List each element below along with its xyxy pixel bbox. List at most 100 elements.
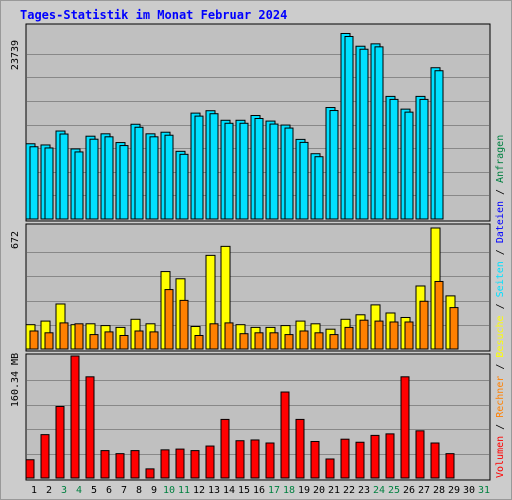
bar-volume: [190, 450, 200, 479]
bar-volume: [265, 442, 275, 479]
day-label: 29: [448, 485, 460, 496]
bar-volume: [205, 445, 215, 479]
bar-volume: [415, 430, 425, 479]
bar-hosts: [194, 334, 204, 350]
day-label: 17: [268, 485, 280, 496]
bar-volume: [55, 405, 65, 479]
bar-hosts: [44, 332, 54, 350]
day-label: 12: [193, 485, 205, 496]
bar-hosts: [254, 332, 264, 350]
bar-hosts: [359, 319, 369, 350]
bar-pages: [404, 111, 414, 220]
bar-pages: [59, 133, 69, 220]
bar-pages: [29, 146, 39, 220]
bar-pages: [419, 98, 429, 220]
day-label: 1: [31, 485, 37, 496]
bar-volume: [370, 434, 380, 479]
legend-rechner: Rechner: [495, 376, 506, 418]
legend-seiten: Seiten: [495, 261, 506, 297]
bar-volume: [445, 453, 455, 479]
bar-volume: [340, 438, 350, 479]
bar-pages: [119, 145, 129, 220]
bar-pages: [329, 110, 339, 220]
bar-hosts: [374, 320, 384, 350]
bar-pages: [104, 136, 114, 220]
bar-volume: [130, 450, 140, 479]
day-label: 18: [283, 485, 295, 496]
bar-hosts: [419, 300, 429, 350]
bar-pages: [209, 113, 219, 220]
day-label: 11: [178, 485, 190, 496]
bar-volume: [85, 376, 95, 479]
bar-volume: [220, 418, 230, 479]
legend-separator: /: [495, 297, 506, 315]
day-label: 26: [403, 485, 415, 496]
bar-volume: [295, 418, 305, 479]
bar-hosts: [239, 333, 249, 350]
day-label: 20: [313, 485, 325, 496]
day-label: 22: [343, 485, 355, 496]
day-label: 3: [61, 485, 67, 496]
bar-pages: [224, 122, 234, 220]
bar-hosts: [89, 334, 99, 350]
day-label: 27: [418, 485, 430, 496]
right-legend: Volumen / Rechner / Besuche / Seiten / D…: [495, 135, 506, 478]
bar-volume: [115, 453, 125, 479]
legend-dateien: Dateien: [495, 201, 506, 243]
bar-pages: [359, 48, 369, 220]
bar-volume: [355, 441, 365, 479]
day-label: 8: [136, 485, 142, 496]
bar-pages: [134, 126, 144, 220]
legend-besuche: Besuche: [495, 315, 506, 357]
bar-pages: [314, 156, 324, 220]
bar-hosts: [449, 307, 459, 350]
bar-volume: [250, 439, 260, 479]
day-label: 6: [106, 485, 112, 496]
bar-volume: [385, 433, 395, 479]
bar-volume: [25, 459, 35, 479]
day-label: 24: [373, 485, 385, 496]
bar-hosts: [269, 332, 279, 350]
bar-volume: [310, 440, 320, 479]
bar-pages: [269, 123, 279, 220]
bar-pages: [284, 127, 294, 220]
bar-hosts: [389, 321, 399, 350]
bar-volume: [430, 442, 440, 479]
day-label: 19: [298, 485, 310, 496]
bar-hosts: [344, 326, 354, 350]
bar-pages: [194, 115, 204, 220]
bar-hosts: [149, 331, 159, 350]
bar-volume: [100, 450, 110, 479]
legend-volumen: Volumen: [495, 436, 506, 478]
bar-hosts: [209, 323, 219, 350]
day-label: 2: [46, 485, 52, 496]
bar-pages: [74, 151, 84, 220]
day-label: 31: [478, 485, 490, 496]
bar-pages: [434, 70, 444, 220]
bar-hosts: [104, 331, 114, 350]
day-label: 7: [121, 485, 127, 496]
bar-pages: [374, 46, 384, 220]
bar-pages: [149, 136, 159, 220]
day-label: 10: [163, 485, 175, 496]
bar-hosts: [164, 289, 174, 350]
bar-pages: [164, 134, 174, 220]
legend-separator: /: [495, 183, 506, 201]
bar-pages: [89, 138, 99, 220]
bar-hosts: [59, 322, 69, 350]
bar-volume: [40, 434, 50, 479]
bar-pages: [179, 153, 189, 220]
bar-volume: [235, 440, 245, 479]
bar-hosts: [74, 323, 84, 350]
requests-ymax-label: 23739: [10, 40, 21, 70]
day-label: 25: [388, 485, 400, 496]
bar-volume: [160, 449, 170, 479]
day-label: 23: [358, 485, 370, 496]
legend-anfragen: Anfragen: [495, 135, 506, 183]
bar-volume: [325, 458, 335, 479]
bar-hosts: [299, 330, 309, 350]
bar-hosts: [134, 330, 144, 350]
day-label: 21: [328, 485, 340, 496]
bar-hosts: [404, 321, 414, 350]
